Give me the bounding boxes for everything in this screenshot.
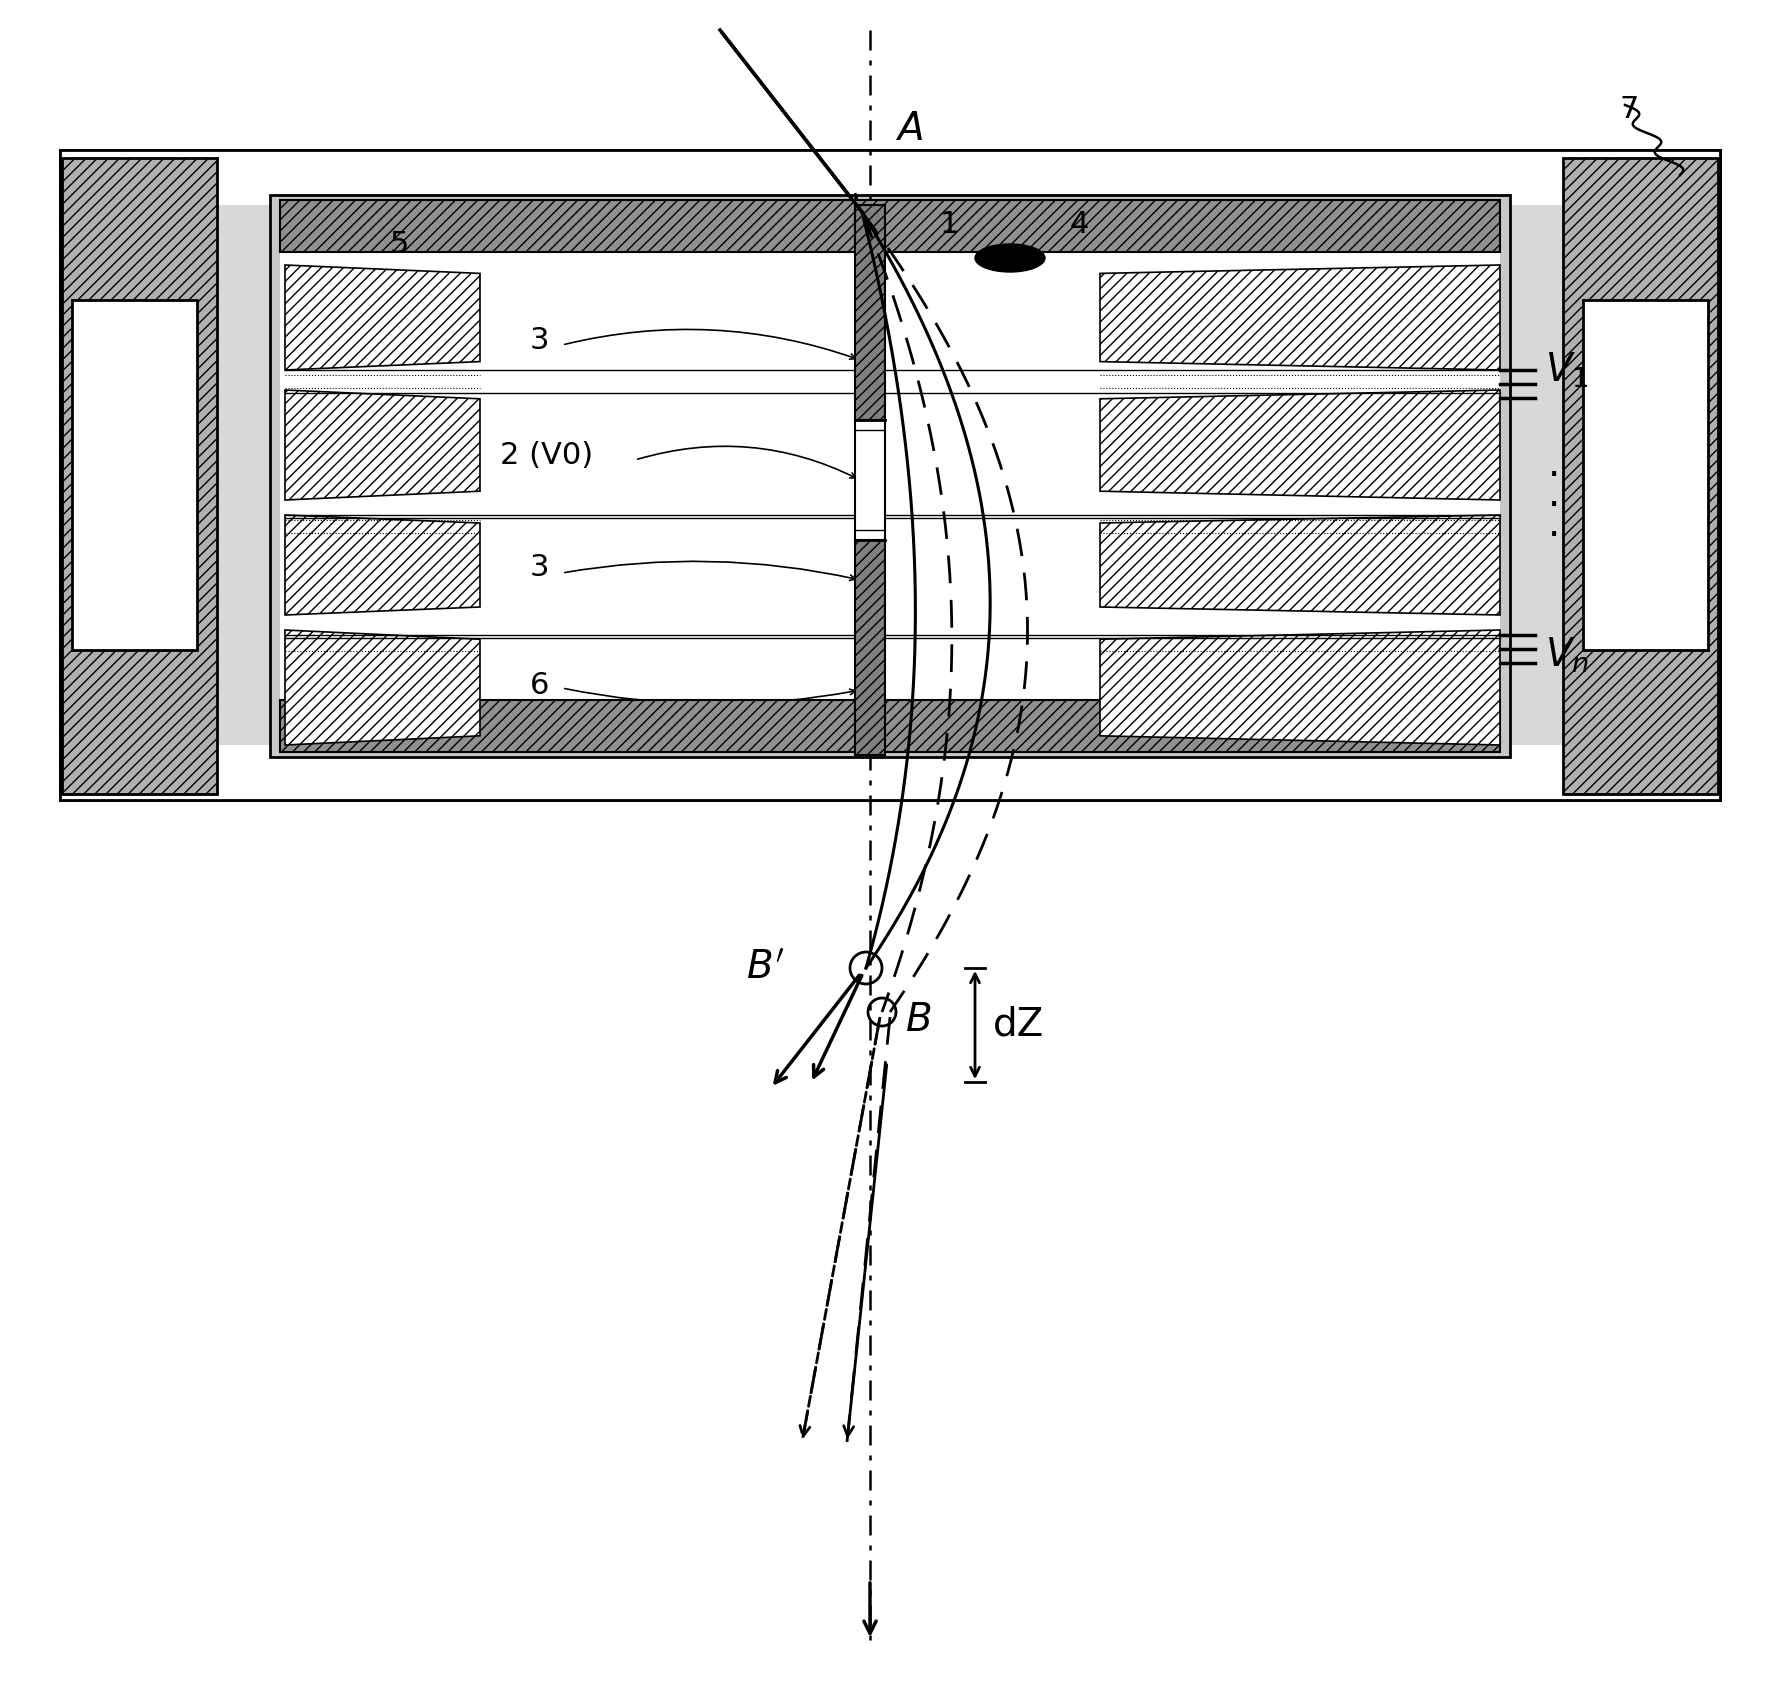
Text: 5: 5 bbox=[389, 231, 409, 259]
Bar bbox=[62, 158, 217, 793]
Bar bbox=[60, 744, 1719, 800]
Bar bbox=[60, 150, 1719, 205]
Text: 4: 4 bbox=[1070, 210, 1090, 239]
Polygon shape bbox=[284, 515, 480, 615]
Polygon shape bbox=[1101, 515, 1501, 615]
Text: 2 (V0): 2 (V0) bbox=[500, 441, 594, 470]
Text: 1: 1 bbox=[941, 210, 960, 239]
Bar bbox=[279, 701, 1501, 753]
Text: 3: 3 bbox=[530, 554, 549, 583]
Polygon shape bbox=[284, 391, 480, 500]
Bar bbox=[270, 195, 1510, 758]
Text: .: . bbox=[1549, 446, 1561, 483]
Ellipse shape bbox=[974, 244, 1045, 273]
Bar bbox=[279, 253, 1501, 701]
Text: $V_1$: $V_1$ bbox=[1545, 350, 1588, 389]
Text: $B$: $B$ bbox=[905, 1000, 932, 1039]
Text: 6: 6 bbox=[530, 670, 549, 699]
Text: $B'$: $B'$ bbox=[747, 950, 786, 987]
Text: .: . bbox=[1549, 505, 1561, 544]
Bar bbox=[1563, 158, 1718, 793]
Polygon shape bbox=[284, 630, 480, 744]
Polygon shape bbox=[1101, 264, 1501, 370]
Bar bbox=[855, 419, 885, 541]
Bar bbox=[1582, 300, 1709, 650]
Polygon shape bbox=[1101, 630, 1501, 744]
Bar bbox=[71, 300, 197, 650]
Bar bbox=[855, 205, 885, 419]
Bar bbox=[60, 150, 1719, 800]
Text: .: . bbox=[1549, 477, 1561, 514]
Text: $V_n$: $V_n$ bbox=[1545, 635, 1590, 675]
Bar bbox=[855, 541, 885, 754]
Text: 3: 3 bbox=[530, 325, 549, 355]
Text: $A$: $A$ bbox=[894, 109, 923, 148]
Polygon shape bbox=[284, 264, 480, 370]
Text: 7: 7 bbox=[1620, 94, 1639, 125]
Bar bbox=[279, 200, 1501, 253]
Text: dZ: dZ bbox=[992, 1005, 1044, 1044]
Polygon shape bbox=[1101, 391, 1501, 500]
